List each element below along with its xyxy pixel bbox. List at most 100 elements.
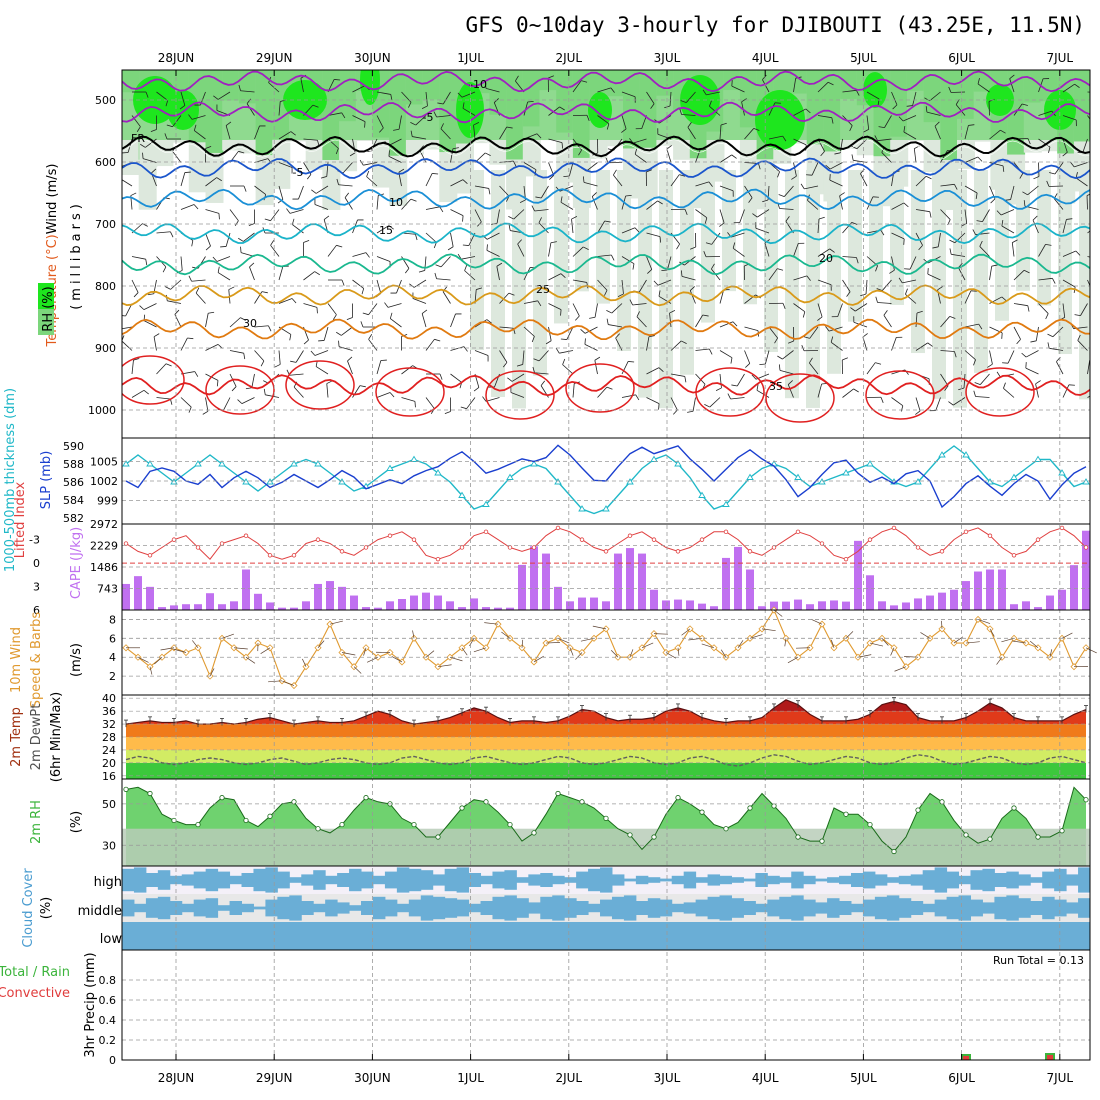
cape-bar xyxy=(986,569,994,610)
cloud-cell xyxy=(193,899,207,917)
cape-bar xyxy=(410,595,418,610)
wind-barb-flag xyxy=(550,241,557,244)
wind-barb xyxy=(866,362,876,375)
lifted-index-marker xyxy=(987,533,993,538)
cloud-cell xyxy=(946,871,960,889)
wind10m-barb xyxy=(845,631,854,639)
wind-barb xyxy=(180,172,186,187)
cloud-cell xyxy=(229,901,243,915)
wind-barb-flag xyxy=(388,225,394,230)
wind-barb-flag xyxy=(260,360,265,367)
wind-barb xyxy=(548,326,552,341)
wind10m-barb xyxy=(749,634,763,639)
cloud-cell xyxy=(361,871,374,889)
wind10m-barb xyxy=(720,649,727,658)
wind-barb-flag xyxy=(825,164,831,170)
rh2m-marker xyxy=(507,821,513,828)
cloud-cell xyxy=(707,874,721,886)
cloud-cell xyxy=(970,870,983,890)
wind-barb-flag xyxy=(336,331,342,336)
wind-barb xyxy=(205,177,217,187)
wind-barb-flag xyxy=(680,270,683,277)
wind-barb xyxy=(1011,242,1015,257)
wind-barb-flag xyxy=(133,358,140,361)
wind-barb-flag xyxy=(346,317,353,321)
wind-barb xyxy=(462,107,476,116)
wind-barb xyxy=(811,162,819,176)
wind-barb-flag xyxy=(1023,200,1026,207)
wind-barb xyxy=(450,209,464,216)
rh-high-blob xyxy=(167,90,199,130)
wind-barb xyxy=(560,201,574,210)
wind-barb xyxy=(153,336,157,351)
wind-barb-flag xyxy=(925,175,932,180)
wind-barb xyxy=(366,176,378,187)
wind-barb xyxy=(376,225,390,234)
cloud-cell xyxy=(325,875,338,885)
wind10m-barb xyxy=(425,650,435,658)
cloud-cell xyxy=(600,922,613,950)
wind-barb-flag xyxy=(846,291,851,297)
wind-barb-flag xyxy=(974,382,981,385)
wind-barb-flag xyxy=(476,287,483,290)
date-label-bottom: 5JUL xyxy=(850,1071,877,1085)
wind-barb xyxy=(289,209,304,214)
label-wind10m-units: (m/s) xyxy=(69,643,84,677)
cloud-cell xyxy=(611,896,625,920)
wind-barb xyxy=(757,209,770,218)
wind-barb xyxy=(719,154,732,163)
slp-tick-label: 1005 xyxy=(90,456,118,469)
precip-tick-label: 0.8 xyxy=(99,974,117,987)
wind-barb xyxy=(882,279,892,291)
wind-barb-flag xyxy=(809,357,813,364)
date-label-bottom: 1JUL xyxy=(457,1071,484,1085)
wind-barb xyxy=(621,227,636,234)
wind-barb xyxy=(865,279,868,294)
wind-barb xyxy=(352,85,366,93)
wind10m-marker xyxy=(962,639,970,647)
wind-barb xyxy=(1035,326,1039,341)
wind-barb xyxy=(964,323,979,328)
wind-barb-flag xyxy=(762,199,769,203)
wind-barb xyxy=(145,138,157,148)
cloud-cell xyxy=(444,898,458,918)
wind-barb-flag xyxy=(709,348,713,355)
wind-barb xyxy=(425,232,437,243)
wind-barb xyxy=(903,131,917,140)
cloud-cell xyxy=(982,868,995,892)
wind10m-barb xyxy=(437,664,452,668)
cape-bar xyxy=(662,600,670,610)
cloud-cell xyxy=(492,896,505,920)
wind-barb xyxy=(902,279,917,284)
wind-barb xyxy=(172,115,182,127)
cape-bar xyxy=(494,607,502,610)
wind-barb-flag xyxy=(594,356,601,361)
cloud-cell xyxy=(874,896,888,920)
wind-barb-flag xyxy=(753,128,760,131)
wind-barb-flag xyxy=(560,273,566,278)
wind-barb xyxy=(736,373,745,387)
lifted-index-marker xyxy=(267,553,273,558)
wind-barb-flag xyxy=(440,123,444,129)
wind-barb-flag xyxy=(439,373,443,380)
cloud-cell xyxy=(480,875,493,885)
cloud-cell xyxy=(719,922,732,950)
wind-barb-flag xyxy=(617,293,624,297)
wind-barb-flag xyxy=(702,89,707,96)
wind-barb-flag xyxy=(359,385,366,388)
cloud-cell xyxy=(277,896,290,920)
wind-barb-flag xyxy=(1022,191,1028,196)
wind-barb xyxy=(323,326,329,341)
wind-barb xyxy=(1013,269,1025,281)
lifted-index-tick-label: 3 xyxy=(33,581,40,594)
rh-column xyxy=(659,170,673,409)
wind-barb-flag xyxy=(689,286,695,291)
wind-barb-flag xyxy=(362,312,369,316)
wind-barb xyxy=(401,198,412,210)
rh2m-marker xyxy=(1083,797,1089,803)
wind-barb xyxy=(866,196,874,210)
wind-barb-flag xyxy=(1001,296,1007,302)
cape-bar xyxy=(710,606,718,610)
wind-barb-flag xyxy=(228,286,235,290)
